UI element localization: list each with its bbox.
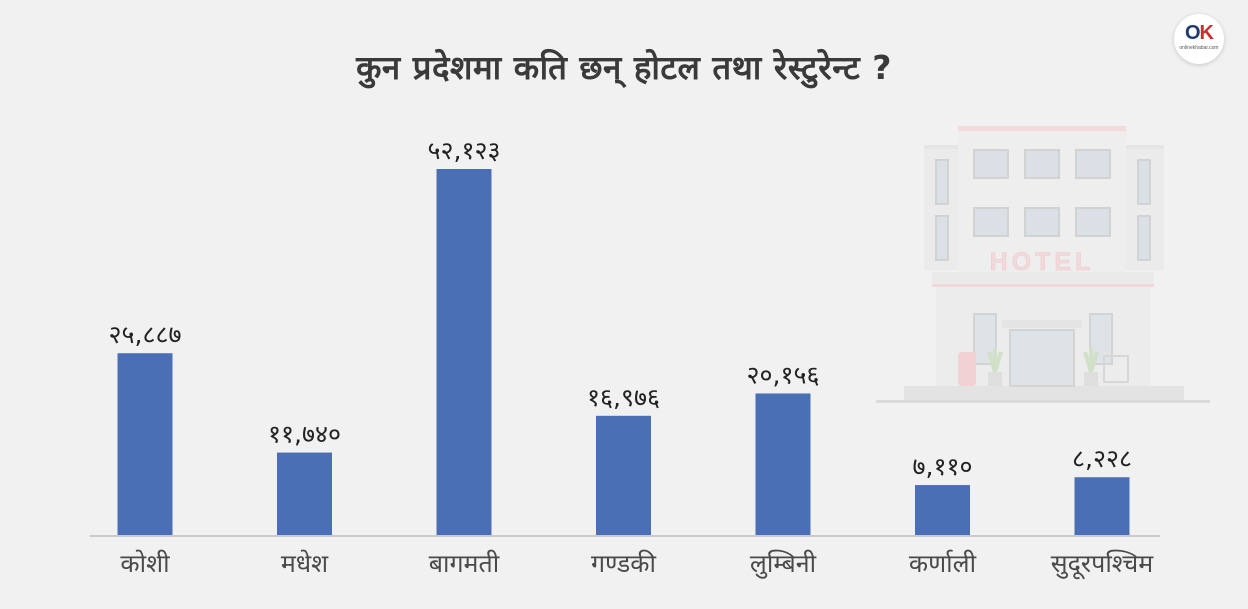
bar-7: [1074, 477, 1130, 535]
value-label-6: ७,११०: [913, 452, 973, 481]
bar-2: [277, 452, 332, 535]
value-label-7: ८,२२८: [1072, 444, 1132, 473]
value-label-1: २५,८८७: [109, 320, 182, 349]
chart-title: कुन प्रदेशमा कति छन् होटल तथा रेस्टुरेन्…: [356, 48, 892, 87]
category-label-2: मधेश: [281, 549, 329, 578]
bars-group: [117, 169, 1130, 535]
value-label-2: ११,७४०: [268, 420, 341, 449]
bar-5: [755, 393, 811, 535]
category-label-1: कोशी: [120, 549, 170, 578]
hotel-sign: HOTEL: [990, 248, 1095, 276]
category-label-6: कर्णाली: [909, 549, 977, 578]
category-label-4: गण्डकी: [591, 549, 657, 578]
value-label-5: २०,१५६: [747, 360, 820, 389]
bar-6: [915, 485, 970, 535]
category-label-3: बागमती: [429, 549, 500, 578]
bar-1: [117, 353, 173, 535]
category-label-5: लुम्बिनी: [750, 549, 817, 579]
bar-4: [596, 415, 651, 535]
value-label-4: १६,९७६: [587, 383, 660, 412]
logo-subtext: onlinekhabar.com: [1179, 45, 1219, 51]
bar-3: [436, 169, 492, 535]
value-label-3: ५२,१२३: [428, 136, 501, 165]
hotel-illustration: HOTEL: [876, 126, 1210, 403]
category-label-7: सुदूरपश्चिम: [1051, 549, 1155, 580]
onlinekhabar-logo[interactable]: OK onlinekhabar.com: [1174, 14, 1224, 64]
value-labels-group: २५,८८७ ११,७४० ५२,१२३ १६,९७६ २०,१५६ ७,११० ८,२२८: [109, 136, 1132, 481]
logo-mark: OK: [1184, 22, 1214, 44]
category-labels-group: कोशी मधेश बागमती गण्डकी लुम्बिनी कर्णाली सुदूर…: [120, 549, 1154, 580]
